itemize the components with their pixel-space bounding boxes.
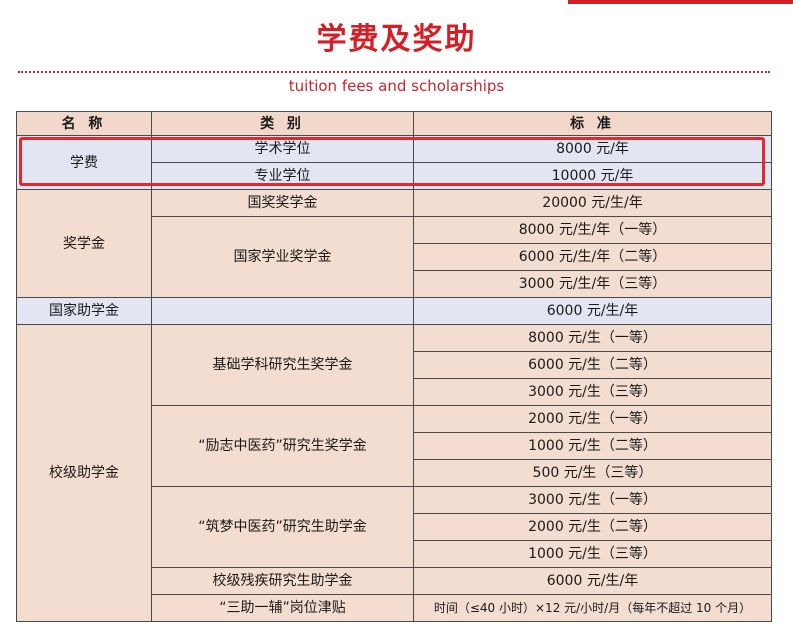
table-row: 学费 学术学位 8000 元/年 — [16, 135, 772, 190]
grant-standard: 6000 元/生/年 — [413, 297, 772, 325]
school-standard: 6000 元/生（二等） — [413, 351, 772, 379]
fees-table: 名 称 类 别 标 准 学费 学术学位 8000 元/年 专业学位 10000 … — [16, 111, 772, 622]
table-row: 1000 元/生（二等） — [17, 432, 772, 460]
scholarship-standard: 3000 元/生/年（三等） — [413, 270, 772, 298]
scholarship-category: 国家学业奖学金 — [151, 216, 414, 298]
school-standard: 1000 元/生（三等） — [413, 540, 772, 568]
tuition-category: 学术学位 — [151, 135, 414, 163]
scholarship-standard: 8000 元/生/年（一等） — [413, 216, 772, 244]
table-row: 国家助学金 6000 元/生/年 — [16, 297, 772, 325]
table-row: 6000 元/生/年（二等） — [17, 243, 772, 271]
school-category: 基础学科研究生奖学金 — [151, 324, 414, 406]
school-standard: 500 元/生（三等） — [413, 459, 772, 487]
header-category: 类 别 — [151, 111, 414, 136]
scholarship-standard: 20000 元/生/年 — [413, 189, 772, 217]
school-standard: 时间（≤40 小时）×12 元/小时/月（每年不超过 10 个月） — [413, 594, 772, 622]
table-row: 奖学金 国奖奖学金 20000 元/生/年 — [16, 189, 772, 298]
school-standard: 6000 元/生/年 — [413, 567, 772, 595]
grant-category — [151, 297, 414, 325]
tuition-standard: 10000 元/年 — [413, 162, 772, 190]
table-row: 6000 元/生（二等） — [17, 351, 772, 379]
scholarship-category: 国奖奖学金 — [151, 189, 414, 217]
school-category: “励志中医药”研究生奖学金 — [151, 405, 414, 487]
school-category: “三助一辅”岗位津贴 — [151, 594, 414, 622]
tuition-name: 学费 — [16, 135, 152, 190]
scholarship-name: 奖学金 — [16, 189, 152, 298]
header-name: 名 称 — [16, 111, 152, 136]
school-category: “筑梦中医药”研究生助学金 — [151, 486, 414, 568]
table-row: 国家学业奖学金 8000 元/生/年（一等） — [17, 216, 772, 298]
school-standard: 1000 元/生（二等） — [413, 432, 772, 460]
table-header-row: 名 称 类 别 标 准 — [16, 111, 772, 136]
dotted-divider — [18, 71, 770, 73]
table-row: “筑梦中医药”研究生助学金 3000 元/生（一等） — [17, 486, 772, 568]
table-row: 校级助学金 基础学科研究生奖学金 8000 元/生（一等） — [16, 324, 772, 622]
school-name: 校级助学金 — [16, 324, 152, 622]
table-row: “励志中医药”研究生奖学金 2000 元/生（一等） — [17, 405, 772, 487]
page-title: 学费及奖助 — [316, 22, 477, 57]
page-subtitle: tuition fees and scholarships — [288, 77, 505, 95]
school-standard: 2000 元/生（二等） — [413, 513, 772, 541]
school-standard: 2000 元/生（一等） — [413, 405, 772, 433]
school-standard: 3000 元/生（三等） — [413, 378, 772, 406]
tuition-standard: 8000 元/年 — [413, 135, 772, 163]
school-standard: 3000 元/生（一等） — [413, 486, 772, 514]
header-standard: 标 准 — [413, 111, 772, 136]
tuition-category: 专业学位 — [151, 162, 414, 190]
school-category: 校级残疾研究生助学金 — [151, 567, 414, 595]
table-row: 1000 元/生（三等） — [17, 540, 772, 568]
top-accent-bar — [568, 0, 793, 4]
table-row: 3000 元/生/年（三等） — [17, 270, 772, 298]
table-row: “三助一辅”岗位津贴 时间（≤40 小时）×12 元/小时/月（每年不超过 10… — [17, 594, 772, 622]
school-standard: 8000 元/生（一等） — [413, 324, 772, 352]
table-row: 2000 元/生（二等） — [17, 513, 772, 541]
grant-name: 国家助学金 — [16, 297, 152, 325]
table-row: 3000 元/生（三等） — [17, 378, 772, 406]
scholarship-standard: 6000 元/生/年（二等） — [413, 243, 772, 271]
